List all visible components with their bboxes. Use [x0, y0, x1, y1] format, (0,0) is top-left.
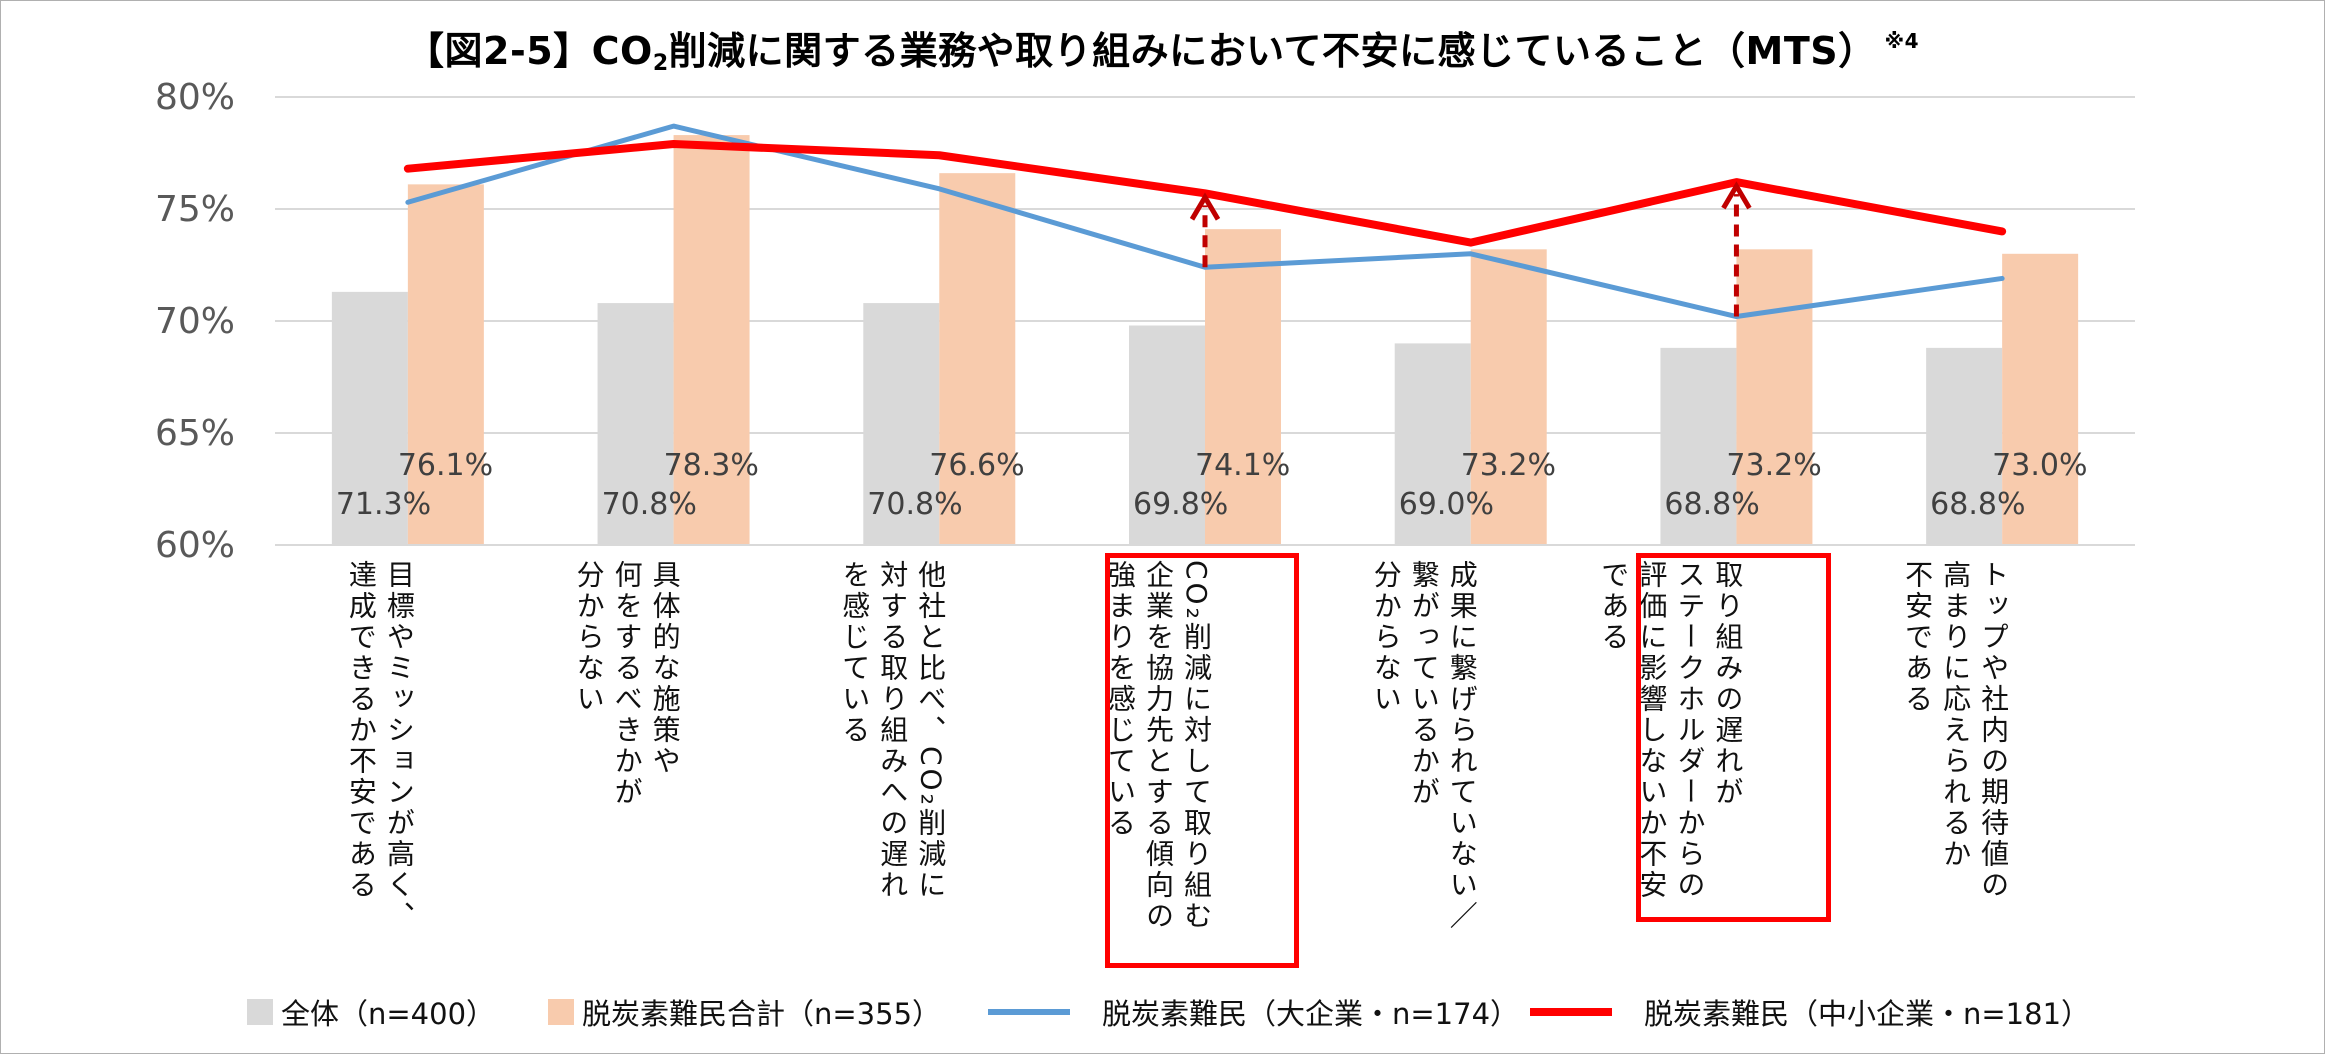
legend: 全体（n=400） 脱炭素難民合計（n=355） 脱炭素難民（大企業・n=174… [0, 990, 2325, 1034]
data-label: 78.3% [664, 448, 759, 483]
highlight-box [1105, 553, 1299, 968]
legend-label-total: 脱炭素難民合計（n=355） [582, 997, 942, 1031]
bar [1660, 347, 1737, 545]
category-label: 他社と比べ、CO₂削減に 対する取り組みへの遅れ を感じている [838, 560, 948, 901]
category-label: 目標やミッションが高く、 達成できるか不安である [344, 560, 416, 932]
legend-item-total: 脱炭素難民合計（n=355） [548, 990, 941, 1034]
bar [863, 303, 940, 545]
legend-swatch-total [548, 999, 574, 1025]
data-label: 76.1% [398, 448, 493, 483]
data-label: 71.3% [336, 487, 431, 522]
bar [1205, 229, 1281, 545]
legend-item-all: 全体（n=400） [247, 990, 495, 1034]
chart-title: 【図2-5】CO2削減に関する業務や取り組みにおいて不安に感じていること（MTS… [406, 29, 1919, 76]
y-tick-label: 80% [155, 77, 235, 118]
bar [673, 135, 750, 545]
bar [1926, 347, 2003, 545]
legend-swatch-sme [1530, 1008, 1612, 1016]
data-label: 68.8% [1930, 487, 2025, 522]
legend-swatch-all [247, 999, 273, 1025]
data-label: 70.8% [602, 487, 697, 522]
y-tick-label: 65% [155, 413, 235, 454]
category-label: 取り組みの遅れが ステークホルダーからの 評価に影響しないか不安 である [1597, 560, 1745, 901]
bar [1470, 249, 1547, 545]
data-label: 70.8% [867, 487, 962, 522]
legend-label-all: 全体（n=400） [281, 997, 496, 1031]
bar [1736, 249, 1813, 545]
data-label: 69.0% [1399, 487, 1494, 522]
legend-label-large: 脱炭素難民（大企業・n=174） [1102, 997, 1520, 1031]
data-label: 73.0% [1992, 448, 2087, 483]
highlight-box [1636, 553, 1832, 922]
bar [1129, 325, 1205, 545]
bar [2002, 253, 2079, 546]
category-label: 成果に繋げられていない／ 繋がっているかが 分からない [1369, 560, 1479, 932]
data-label: 68.8% [1664, 487, 1759, 522]
bar [1394, 343, 1471, 545]
data-label: 73.2% [1461, 448, 1556, 483]
y-tick-label: 75% [155, 189, 235, 230]
legend-item-large: 脱炭素難民（大企業・n=174） [988, 990, 1519, 1034]
data-label: 76.6% [929, 448, 1024, 483]
category-label: トップや社内の期待値の 高まりに応えられるか 不安である [1901, 560, 2011, 901]
category-label: 具体的な施策や 何をするべきかが 分からない [572, 560, 682, 808]
annotation-arrow-head [1189, 192, 1221, 221]
data-label: 69.8% [1133, 487, 1228, 522]
y-tick-label: 70% [155, 301, 235, 342]
y-tick-label: 60% [155, 525, 235, 566]
bar [597, 303, 674, 545]
bar [407, 184, 484, 546]
legend-swatch-large [988, 1009, 1070, 1015]
bar [331, 291, 408, 545]
bar [939, 173, 1016, 545]
legend-label-sme: 脱炭素難民（中小企業・n=181） [1644, 997, 2091, 1031]
annotation-arrow-head [1721, 181, 1752, 210]
legend-item-sme: 脱炭素難民（中小企業・n=181） [1530, 990, 2090, 1034]
data-label: 73.2% [1726, 448, 1821, 483]
data-label: 74.1% [1195, 448, 1290, 483]
